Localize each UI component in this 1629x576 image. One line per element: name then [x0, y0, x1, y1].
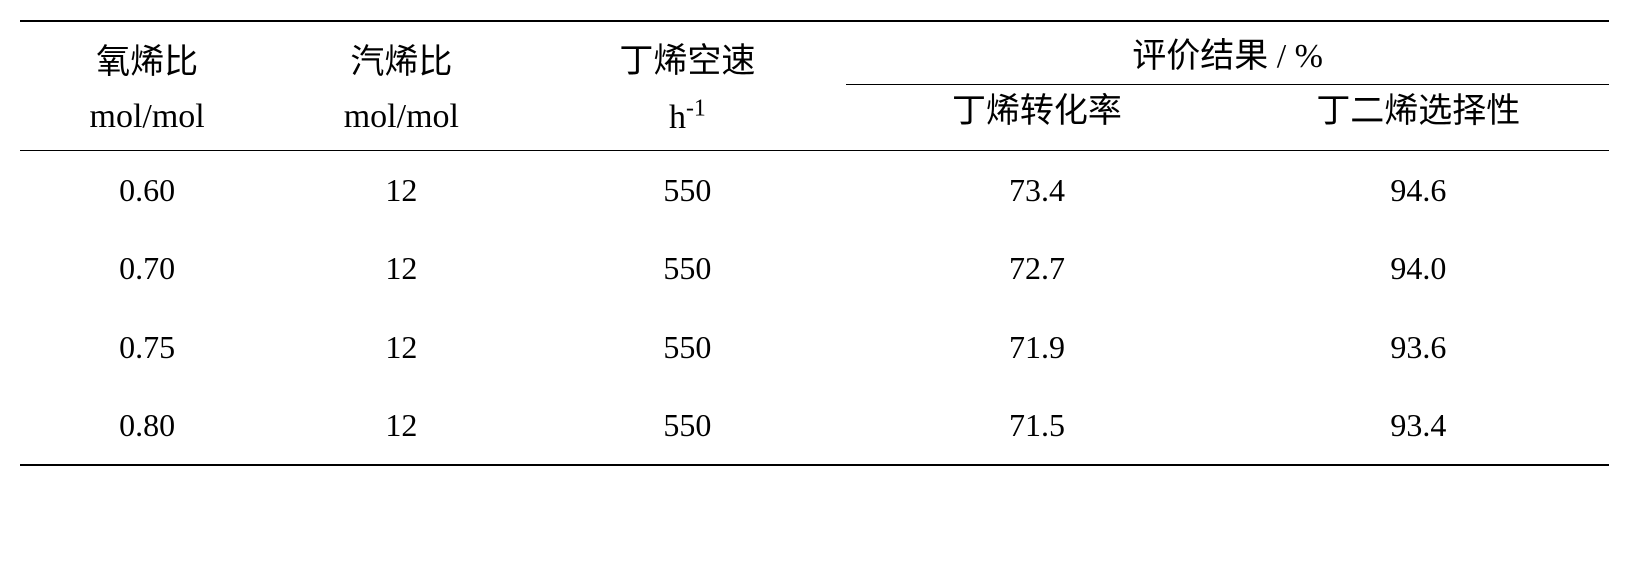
cell-c5: 93.6 [1228, 308, 1609, 386]
header-col3-line1: 丁烯空速 [619, 43, 755, 80]
table-body: 0.60 12 550 73.4 94.6 0.70 12 550 72.7 9… [20, 150, 1609, 465]
cell-c3: 550 [528, 308, 846, 386]
header-group-label: 评价结果 / % [1132, 38, 1323, 75]
header-col2-line1: 汽烯比 [350, 44, 452, 81]
header-col4: 丁烯转化率 [846, 85, 1227, 150]
cell-c3: 550 [528, 386, 846, 465]
cell-c5: 94.0 [1228, 229, 1609, 307]
table-row: 0.70 12 550 72.7 94.0 [20, 229, 1609, 307]
header-col5: 丁二烯选择性 [1228, 85, 1609, 150]
header-col5-label: 丁二烯选择性 [1316, 93, 1520, 130]
cell-c2: 12 [274, 308, 528, 386]
cell-c1: 0.60 [20, 150, 274, 229]
cell-c2: 12 [274, 229, 528, 307]
cell-c4: 73.4 [846, 150, 1227, 229]
table-row: 0.80 12 550 71.5 93.4 [20, 386, 1609, 465]
cell-c4: 71.5 [846, 386, 1227, 465]
header-col3-line2: h-1 [669, 99, 706, 136]
cell-c1: 0.70 [20, 229, 274, 307]
header-col4-label: 丁烯转化率 [952, 93, 1122, 130]
cell-c1: 0.80 [20, 386, 274, 465]
data-table: 氧烯比 mol/mol 汽烯比 mol/mol 丁烯空速 h-1 评价结果 / … [20, 20, 1609, 466]
header-col2-line2: mol/mol [344, 98, 459, 135]
cell-c4: 71.9 [846, 308, 1227, 386]
cell-c2: 12 [274, 150, 528, 229]
cell-c5: 94.6 [1228, 150, 1609, 229]
header-group-results: 评价结果 / % [846, 21, 1609, 85]
header-col1-line1: 氧烯比 [96, 44, 198, 81]
table-row: 0.60 12 550 73.4 94.6 [20, 150, 1609, 229]
cell-c3: 550 [528, 229, 846, 307]
header-col3: 丁烯空速 h-1 [528, 21, 846, 150]
table-row: 0.75 12 550 71.9 93.6 [20, 308, 1609, 386]
cell-c2: 12 [274, 386, 528, 465]
cell-c1: 0.75 [20, 308, 274, 386]
cell-c5: 93.4 [1228, 386, 1609, 465]
cell-c4: 72.7 [846, 229, 1227, 307]
header-col1: 氧烯比 mol/mol [20, 21, 274, 150]
cell-c3: 550 [528, 150, 846, 229]
header-col1-line2: mol/mol [90, 98, 205, 135]
header-col2: 汽烯比 mol/mol [274, 21, 528, 150]
